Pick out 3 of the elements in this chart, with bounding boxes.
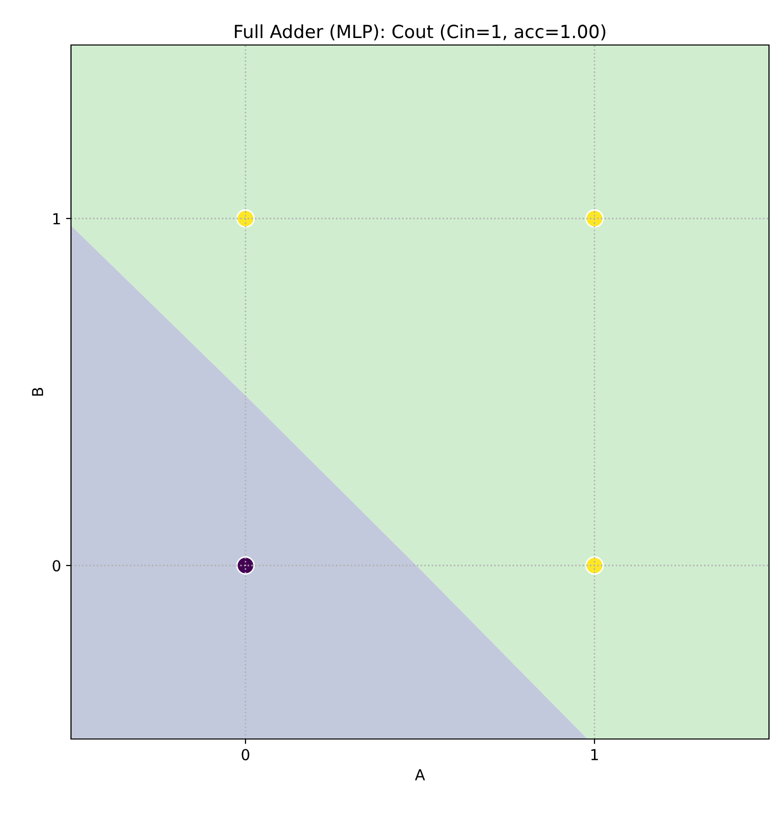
y-axis-title: B [32, 388, 44, 396]
x-axis-title: A [414, 769, 426, 780]
chart-title: Full Adder (MLP): Cout (Cin=1, acc=1.00) [234, 24, 606, 40]
